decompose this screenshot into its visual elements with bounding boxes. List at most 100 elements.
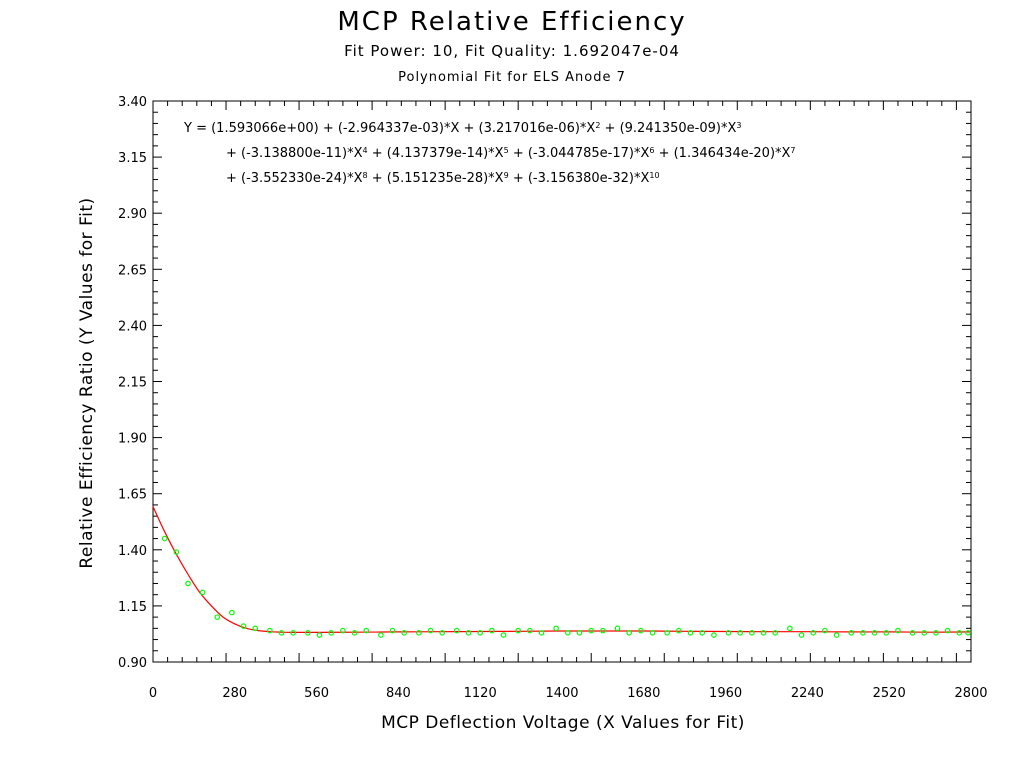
data-point: [965, 630, 971, 636]
data-point: [161, 535, 168, 542]
data-point: [588, 627, 595, 634]
data-point: [749, 630, 755, 636]
data-point: [477, 630, 484, 636]
data-point: [340, 627, 346, 634]
fit-curve: [152, 506, 972, 634]
data-point: [883, 630, 890, 636]
chart-subtitle: Fit Power: 10, Fit Quality: 1.692047e-04: [344, 42, 680, 60]
data-point: [798, 632, 805, 638]
y-tick-label: 2.15: [118, 376, 147, 391]
data-point: [956, 630, 963, 636]
data-point: [290, 630, 297, 636]
data-point: [871, 630, 878, 636]
data-point: [538, 630, 545, 636]
y-tick-label: 2.90: [118, 207, 147, 222]
data-point: [638, 627, 644, 634]
data-point: [515, 627, 521, 634]
data-point: [895, 627, 901, 634]
data-point: [173, 549, 180, 555]
data-point: [416, 630, 422, 636]
data-point: [944, 627, 951, 634]
data-point: [664, 630, 670, 636]
data-point: [626, 630, 632, 636]
x-tick-label: 0: [149, 686, 157, 701]
data-point: [500, 632, 507, 638]
data-point: [565, 630, 571, 636]
data-point: [649, 630, 656, 636]
data-point: [454, 627, 460, 634]
data-point: [378, 632, 384, 638]
data-point: [439, 630, 446, 636]
equation-line: + (-3.552330e-24)*X8 + (5.151235e-28)*X9…: [226, 171, 660, 187]
data-point: [810, 630, 817, 636]
data-point: [267, 627, 273, 634]
y-tick-label: 3.15: [118, 151, 147, 166]
y-tick-label: 3.40: [118, 95, 147, 110]
x-axis-label: MCP Deflection Voltage (X Values for Fit…: [381, 713, 745, 733]
y-tick-label: 1.40: [118, 544, 147, 559]
data-point: [600, 627, 606, 634]
data-point: [860, 630, 866, 636]
data-point: [363, 627, 370, 634]
data-point: [699, 630, 706, 636]
data-point: [760, 630, 767, 636]
data-point: [489, 627, 495, 634]
data-point: [389, 627, 396, 634]
x-tick-label: 280: [222, 686, 247, 701]
data-points: [161, 535, 971, 638]
data-point: [687, 630, 694, 636]
chart-subtitle-2: Polynomial Fit for ELS Anode 7: [398, 70, 626, 85]
data-point: [316, 632, 323, 638]
x-tick-label: 2520: [873, 686, 906, 701]
data-point: [676, 627, 682, 634]
data-point: [909, 630, 916, 636]
data-point: [465, 630, 472, 636]
x-tick-label: 1680: [627, 686, 660, 701]
fit-curve-line: [152, 506, 972, 634]
data-point: [427, 627, 434, 634]
data-point: [185, 580, 191, 587]
data-point: [553, 625, 559, 632]
equation-line: + (-3.138800e-11)*X4 + (4.137379e-14)*X5…: [226, 146, 796, 162]
data-point: [214, 614, 221, 620]
data-point: [711, 632, 717, 638]
data-point: [725, 630, 732, 636]
x-tick-label: 560: [304, 686, 329, 701]
data-point: [527, 627, 533, 634]
y-tick-label: 0.90: [118, 656, 147, 671]
axis-ticks: [152, 100, 972, 663]
data-point: [737, 630, 744, 636]
data-point: [576, 630, 583, 636]
y-tick-label: 1.15: [118, 600, 147, 615]
x-tick-label: 840: [386, 686, 411, 701]
y-tick-label: 1.90: [118, 432, 147, 447]
data-point: [933, 630, 939, 636]
data-point: [822, 627, 828, 634]
chart-title: MCP Relative Efficiency: [337, 7, 686, 37]
fit-equation: Y = (1.593066e+00) + (-2.964337e-03)*X +…: [183, 121, 796, 187]
data-point: [278, 630, 285, 636]
data-point: [848, 630, 855, 636]
y-tick-label: 2.65: [118, 263, 147, 278]
data-point: [252, 625, 259, 632]
x-tick-label: 2800: [954, 686, 987, 701]
data-point: [229, 609, 235, 616]
x-tick-labels: 0 280 560 840 1120 1400 1680 1960 2240 2520 2800: [149, 686, 988, 701]
y-tick-label: 2.40: [118, 319, 147, 334]
data-point: [772, 630, 779, 636]
data-point: [240, 623, 247, 629]
y-axis-label: Relative Efficiency Ratio (Y Values for …: [77, 197, 97, 568]
data-point: [921, 630, 928, 636]
data-point: [833, 632, 840, 638]
x-tick-label: 1960: [709, 686, 742, 701]
data-point: [199, 589, 206, 596]
data-point: [305, 630, 311, 636]
data-point: [787, 625, 793, 632]
y-tick-labels: 0.90 1.15 1.40 1.65 1.90 2.15 2.40 2.65 2.90 3.15…: [118, 95, 147, 671]
data-point: [351, 630, 358, 636]
y-tick-label: 1.65: [118, 488, 147, 503]
data-point: [401, 630, 408, 636]
data-point: [328, 630, 335, 636]
x-tick-label: 2240: [791, 686, 824, 701]
